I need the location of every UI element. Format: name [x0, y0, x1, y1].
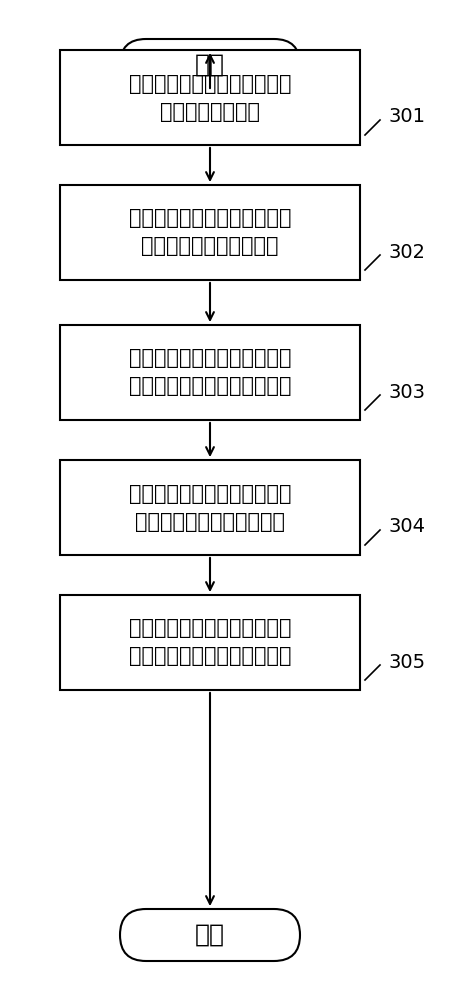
Text: 结束: 结束: [195, 923, 225, 947]
Text: 根据该补偿信号消除第一信号
中的残留频偏，得到第二信号: 根据该补偿信号消除第一信号 中的残留频偏，得到第二信号: [129, 349, 291, 396]
Text: 302: 302: [388, 242, 425, 261]
Text: 303: 303: [388, 382, 425, 401]
Text: 301: 301: [388, 107, 425, 126]
Text: 开始: 开始: [195, 53, 225, 77]
Text: 获取携带有调频信号的最小相
位信息的第一信号: 获取携带有调频信号的最小相 位信息的第一信号: [129, 74, 291, 121]
Text: 305: 305: [388, 652, 425, 672]
Text: 根据该反馈信号消除第二信号
的码间干扰，得到第三信号: 根据该反馈信号消除第二信号 的码间干扰，得到第三信号: [129, 484, 291, 532]
Bar: [60, 325, 360, 420]
Text: 304: 304: [388, 518, 425, 536]
FancyBboxPatch shape: [120, 909, 300, 961]
Text: 根据该第三信号进行自适应判
决，输出调频信号的解调结果: 根据该第三信号进行自适应判 决，输出调频信号的解调结果: [129, 618, 291, 666]
Bar: [60, 460, 360, 555]
Bar: [60, 185, 360, 280]
Text: 根据反馈信号以及调频信号的
初始相位，生成补偿信号: 根据反馈信号以及调频信号的 初始相位，生成补偿信号: [129, 209, 291, 256]
Bar: [60, 50, 360, 145]
Bar: [60, 595, 360, 690]
FancyBboxPatch shape: [120, 39, 300, 91]
